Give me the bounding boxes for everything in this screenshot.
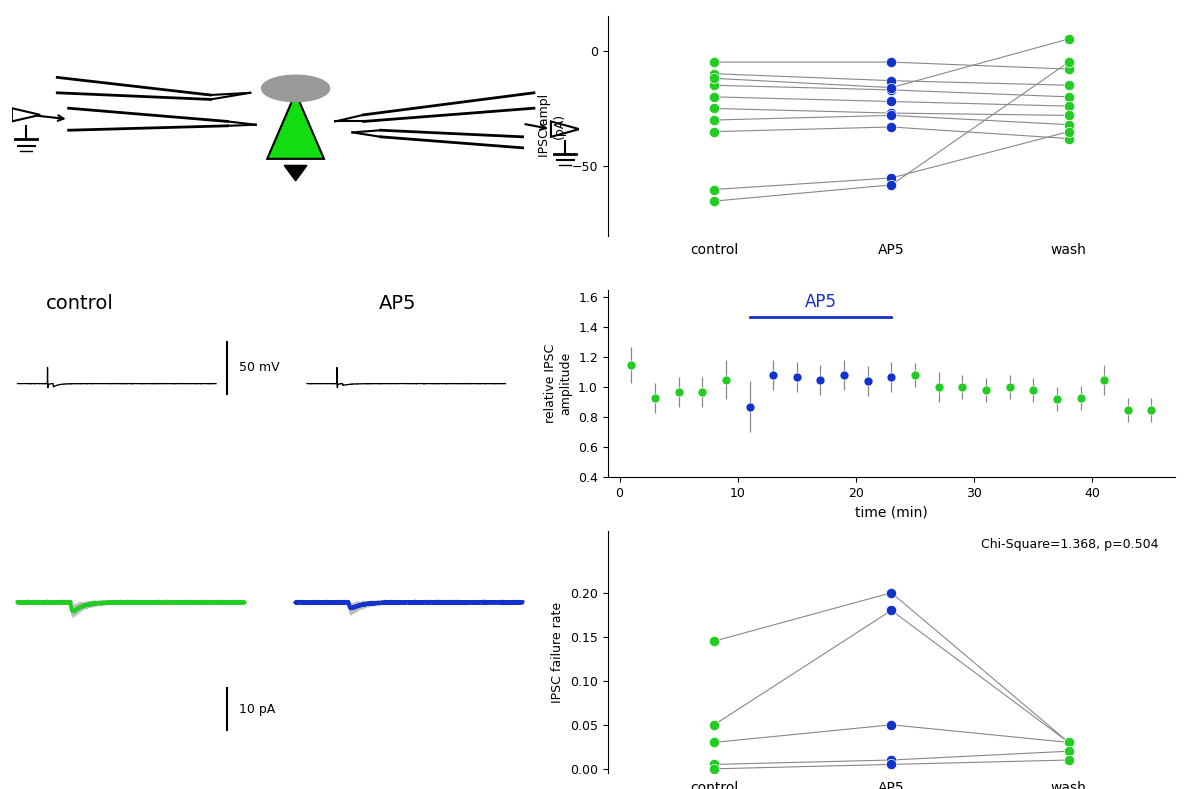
Point xyxy=(1059,736,1078,749)
Point xyxy=(882,84,901,96)
Point xyxy=(1059,100,1078,113)
Text: Chi-Square=1.368, p=0.504: Chi-Square=1.368, p=0.504 xyxy=(980,538,1159,552)
Y-axis label: IPSC failure rate: IPSC failure rate xyxy=(552,602,564,703)
X-axis label: time (min): time (min) xyxy=(855,505,928,519)
Point xyxy=(882,586,901,599)
Point xyxy=(705,758,724,771)
Y-axis label: relative IPSC
amplitude: relative IPSC amplitude xyxy=(545,344,572,423)
Point xyxy=(882,95,901,108)
Polygon shape xyxy=(551,122,579,136)
Point xyxy=(705,183,724,196)
Polygon shape xyxy=(12,108,40,122)
Point xyxy=(1059,109,1078,122)
Point xyxy=(1059,56,1078,69)
Point xyxy=(882,178,901,191)
Point xyxy=(1059,63,1078,76)
Point xyxy=(705,72,724,84)
Point xyxy=(1059,745,1078,757)
Text: 50 mV: 50 mV xyxy=(239,361,279,375)
Point xyxy=(705,114,724,126)
Point xyxy=(882,81,901,94)
Point xyxy=(882,56,901,69)
Point xyxy=(1059,133,1078,145)
Point xyxy=(1059,736,1078,749)
Circle shape xyxy=(261,75,330,102)
Point xyxy=(1059,32,1078,45)
Point xyxy=(1059,736,1078,749)
Point xyxy=(882,719,901,731)
Point xyxy=(882,753,901,766)
Polygon shape xyxy=(284,166,307,181)
Point xyxy=(705,762,724,775)
Point xyxy=(1059,118,1078,131)
Point xyxy=(1059,125,1078,138)
Point xyxy=(882,107,901,119)
Point xyxy=(705,719,724,731)
Point xyxy=(705,79,724,92)
Point xyxy=(705,195,724,208)
Point xyxy=(705,125,724,138)
Point xyxy=(1059,753,1078,766)
Point xyxy=(882,758,901,771)
Point xyxy=(1059,91,1078,103)
Point xyxy=(882,109,901,122)
Point xyxy=(705,91,724,103)
Polygon shape xyxy=(267,93,324,159)
Text: AP5: AP5 xyxy=(805,293,837,311)
Point xyxy=(705,635,724,648)
Point xyxy=(1059,79,1078,92)
Y-axis label: IPSC ampl
(pA): IPSC ampl (pA) xyxy=(538,94,566,157)
Text: AP5: AP5 xyxy=(379,294,417,313)
Point xyxy=(705,102,724,114)
Text: 10 pA: 10 pA xyxy=(239,703,275,716)
Point xyxy=(705,736,724,749)
Point xyxy=(882,74,901,87)
Text: control: control xyxy=(46,294,114,313)
Point xyxy=(882,121,901,133)
Point xyxy=(882,172,901,185)
Point xyxy=(882,604,901,617)
Point xyxy=(705,56,724,69)
Point xyxy=(705,67,724,80)
